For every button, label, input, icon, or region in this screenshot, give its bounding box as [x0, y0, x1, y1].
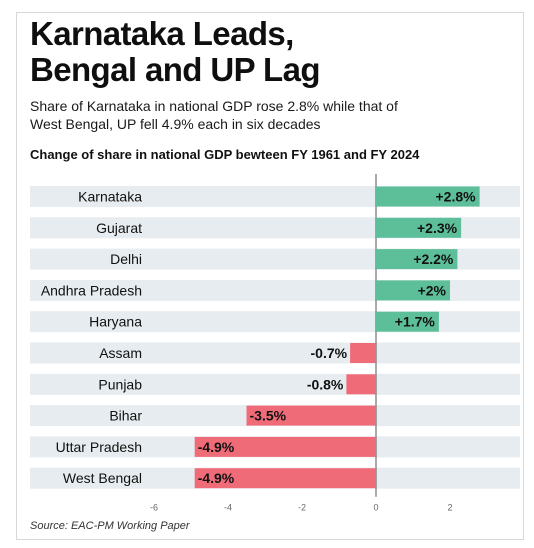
- category-label: Gujarat: [96, 220, 142, 236]
- bar: [346, 374, 376, 395]
- category-label: Uttar Pradesh: [56, 439, 142, 455]
- x-tick-label: -6: [150, 503, 158, 513]
- subtitle: Share of Karnataka in national GDP rose …: [30, 97, 510, 133]
- title-line: Karnataka Leads,: [30, 15, 294, 52]
- bar: [376, 249, 458, 270]
- bar: [350, 343, 376, 363]
- subtitle-line: West Bengal, UP fell 4.9% each in six de…: [30, 116, 321, 132]
- value-label: -0.8%: [307, 376, 344, 392]
- value-label: -4.9%: [198, 470, 235, 486]
- x-tick-label: 2: [447, 503, 452, 513]
- x-tick-label: -2: [298, 503, 306, 513]
- value-label: -4.9%: [198, 439, 235, 455]
- value-label: -3.5%: [250, 408, 287, 424]
- x-tick-label: -4: [224, 503, 232, 513]
- category-label: Bihar: [109, 408, 142, 424]
- bar: [376, 217, 462, 238]
- category-label: Punjab: [98, 376, 142, 392]
- value-label: -0.7%: [311, 345, 348, 361]
- value-label: +2.3%: [417, 220, 458, 236]
- category-label: Haryana: [89, 314, 142, 330]
- bar: [246, 405, 376, 426]
- bar: [194, 436, 376, 457]
- value-label: +1.7%: [395, 314, 436, 330]
- row-band: [30, 373, 520, 395]
- value-label: +2%: [418, 282, 447, 298]
- category-label: Andhra Pradesh: [41, 282, 142, 298]
- chart-heading: Change of share in national GDP bewteen …: [30, 147, 420, 162]
- bar: [376, 280, 450, 301]
- category-label: Assam: [99, 345, 142, 361]
- row-band: [30, 342, 520, 364]
- category-label: West Bengal: [63, 470, 142, 486]
- x-tick-label: 0: [373, 503, 378, 513]
- subtitle-line: Share of Karnataka in national GDP rose …: [30, 98, 398, 114]
- value-label: +2.8%: [436, 189, 477, 205]
- source-note: Source: EAC-PM Working Paper: [30, 520, 190, 532]
- category-label: Delhi: [110, 251, 142, 267]
- bar: [376, 186, 480, 207]
- category-label: Karnataka: [78, 189, 142, 205]
- value-label: +2.2%: [413, 251, 454, 267]
- bar: [194, 468, 376, 489]
- bar: [376, 311, 439, 332]
- title-line: Bengal and UP Lag: [30, 51, 321, 88]
- page-title: Karnataka Leads, Bengal and UP Lag: [30, 16, 510, 88]
